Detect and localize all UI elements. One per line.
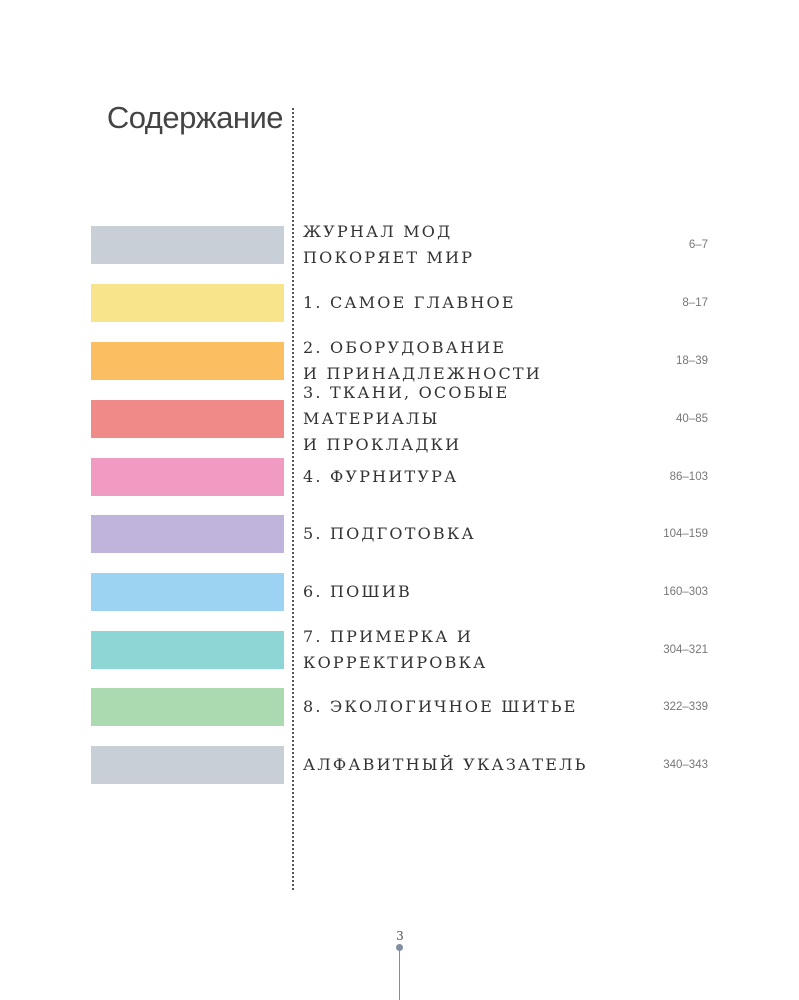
- toc-entry[interactable]: 4. ФУРНИТУРА 86–103: [0, 457, 799, 497]
- color-swatch: [91, 631, 284, 669]
- toc-entry[interactable]: 3. ТКАНИ, ОСОБЫЕ МАТЕРИАЛЫ И ПРОКЛАДКИ 4…: [0, 383, 799, 454]
- toc-entry-title: 2. ОБОРУДОВАНИЕ И ПРИНАДЛЕЖНОСТИ: [303, 338, 542, 383]
- toc-entry-pages: 6–7: [688, 239, 708, 251]
- toc-entry-pages: 104–159: [663, 528, 708, 540]
- dotted-divider: [292, 108, 294, 890]
- toc-entry[interactable]: 1. САМОЕ ГЛАВНОЕ 8–17: [0, 283, 799, 323]
- toc-entry[interactable]: 7. ПРИМЕРКА И КОРРЕКТИРОВКА 304–321: [0, 627, 799, 672]
- color-swatch: [91, 573, 284, 611]
- page-marker-dot: [396, 944, 403, 951]
- page-number: 3: [396, 929, 404, 943]
- toc-entry-pages: 86–103: [669, 471, 708, 483]
- toc-entry[interactable]: ЖУРНАЛ МОД ПОКОРЯЕТ МИР 6–7: [0, 222, 799, 267]
- toc-entry-pages: 160–303: [663, 586, 708, 598]
- page-marker-line: [399, 946, 400, 1000]
- color-swatch: [91, 226, 284, 264]
- color-swatch: [91, 342, 284, 380]
- toc-entry-title: ЖУРНАЛ МОД ПОКОРЯЕТ МИР: [303, 222, 475, 267]
- toc-entry[interactable]: 2. ОБОРУДОВАНИЕ И ПРИНАДЛЕЖНОСТИ 18–39: [0, 338, 799, 383]
- toc-entry-pages: 340–343: [663, 759, 708, 771]
- toc-entry-title: 8. ЭКОЛОГИЧНОЕ ШИТЬЕ: [303, 697, 578, 716]
- toc-entry-title: 7. ПРИМЕРКА И КОРРЕКТИРОВКА: [303, 627, 488, 672]
- toc-entry[interactable]: 5. ПОДГОТОВКА 104–159: [0, 514, 799, 554]
- toc-entry-title: АЛФАВИТНЫЙ УКАЗАТЕЛЬ: [303, 755, 588, 774]
- toc-entry-title: 1. САМОЕ ГЛАВНОЕ: [303, 293, 516, 312]
- toc-entry-title: 6. ПОШИВ: [303, 582, 412, 601]
- color-swatch: [91, 458, 284, 496]
- color-swatch: [91, 688, 284, 726]
- toc-entry-title: 4. ФУРНИТУРА: [303, 467, 459, 486]
- color-swatch: [91, 284, 284, 322]
- toc-entry[interactable]: 8. ЭКОЛОГИЧНОЕ ШИТЬЕ 322–339: [0, 687, 799, 727]
- color-swatch: [91, 746, 284, 784]
- color-swatch: [91, 515, 284, 553]
- toc-entry-pages: 40–85: [676, 413, 708, 425]
- color-swatch: [91, 400, 284, 438]
- toc-entry[interactable]: АЛФАВИТНЫЙ УКАЗАТЕЛЬ 340–343: [0, 745, 799, 785]
- toc-entry[interactable]: 6. ПОШИВ 160–303: [0, 572, 799, 612]
- toc-entry-pages: 18–39: [676, 355, 708, 367]
- toc-entry-pages: 304–321: [663, 644, 708, 656]
- toc-entry-title: 5. ПОДГОТОВКА: [303, 524, 476, 543]
- page-title: Содержание: [106, 100, 284, 135]
- toc-entry-title: 3. ТКАНИ, ОСОБЫЕ МАТЕРИАЛЫ И ПРОКЛАДКИ: [303, 383, 510, 454]
- toc-entry-pages: 322–339: [663, 701, 708, 713]
- toc-entry-pages: 8–17: [682, 297, 708, 309]
